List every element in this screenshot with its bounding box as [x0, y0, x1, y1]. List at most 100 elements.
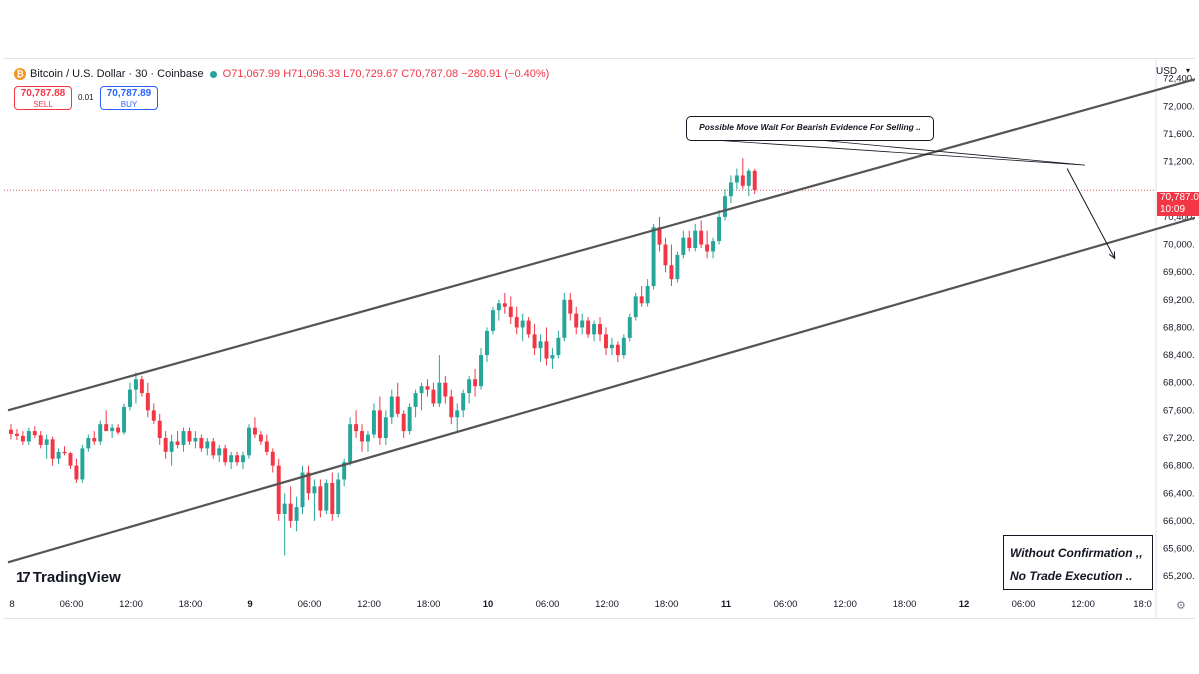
candle-body: [26, 431, 31, 442]
candle-body: [44, 439, 49, 445]
candle-body: [252, 427, 257, 435]
candle-body: [241, 455, 245, 463]
spread-value: 0.01: [78, 93, 94, 102]
candle-body: [50, 439, 55, 459]
sell-price: 70,787.88: [20, 88, 66, 99]
candle-body: [532, 334, 537, 349]
candle-body: [437, 382, 442, 404]
candle-body: [651, 227, 656, 286]
candle-body: [711, 241, 716, 252]
candle-body: [133, 379, 138, 390]
candle-body: [598, 324, 602, 335]
candle-body: [217, 448, 222, 456]
symbol-legend: ₿ Bitcoin / U.S. Dollar · 30 · Coinbase …: [14, 68, 549, 80]
candle-body: [151, 410, 156, 421]
x-tick-label: 06:00: [536, 599, 560, 610]
candle-body: [681, 237, 686, 255]
candle-body: [556, 337, 561, 356]
candle-body: [699, 230, 704, 245]
candle-body: [562, 299, 567, 338]
candle-body: [336, 479, 341, 514]
candle-body: [175, 441, 180, 445]
candle-body: [461, 393, 466, 411]
candle-body: [383, 417, 388, 438]
sell-button[interactable]: 70,787.88 SELL: [14, 86, 72, 110]
projection-arrow-head: [1108, 251, 1116, 260]
x-tick-label: 12:00: [595, 599, 619, 610]
market-status-dot: [209, 70, 217, 78]
candle-body: [449, 396, 454, 418]
candle-body: [74, 465, 79, 480]
candle-body: [592, 324, 597, 335]
ohlc-values: O71,067.99 H71,096.33 L70,729.67 C70,787…: [223, 68, 550, 80]
candle-body: [247, 427, 251, 456]
candle-body: [348, 424, 353, 463]
candle-body: [110, 427, 115, 432]
x-tick-label: 06:00: [774, 599, 798, 610]
tradingview-logo-icon: 17: [16, 569, 31, 586]
candle-body: [490, 310, 495, 331]
candle-body: [705, 244, 710, 252]
gear-icon[interactable]: ⚙: [1176, 600, 1186, 612]
candle-body: [80, 448, 85, 480]
candle-body: [211, 441, 216, 456]
y-tick-label: 71,200.00: [1163, 157, 1195, 168]
close-value: C70,787.08: [401, 68, 459, 80]
candle-body: [235, 455, 240, 463]
x-tick-label: 18:00: [655, 599, 679, 610]
candle-body: [639, 296, 644, 304]
bitcoin-icon: ₿: [14, 68, 26, 80]
candle-body: [580, 320, 585, 328]
x-tick-label: 12:00: [1071, 599, 1095, 610]
candle-body: [419, 386, 424, 394]
y-tick-label: 67,200.00: [1163, 433, 1195, 444]
candle-body: [657, 227, 662, 245]
candle-body: [377, 410, 382, 438]
symbol-title[interactable]: Bitcoin / U.S. Dollar · 30 · Coinbase: [30, 68, 204, 80]
chevron-down-icon[interactable]: ▾: [1186, 66, 1191, 75]
candle-body: [68, 453, 73, 466]
top-toolbar: [0, 0, 1199, 56]
x-tick-label: 06:00: [298, 599, 322, 610]
candle-body: [193, 438, 198, 442]
candlestick-chart[interactable]: 65,200.00 65,600.00 66,000.00 66,400.00 66,8…: [4, 58, 1195, 618]
x-tick-label: 12: [959, 599, 970, 610]
callout-annotation[interactable]: Possible Move Wait For Bearish Evidence …: [686, 116, 934, 141]
candle-body: [502, 303, 507, 307]
y-tick-label: 68,000.00: [1163, 378, 1195, 389]
candle-body: [223, 448, 228, 463]
candle-body: [324, 482, 329, 511]
buy-button[interactable]: 70,787.89 BUY: [100, 86, 158, 110]
candle-body: [669, 265, 674, 280]
candle-body: [413, 393, 418, 407]
tradingview-logo[interactable]: 17 TradingView: [16, 569, 121, 586]
candle-body: [401, 413, 406, 432]
candle-body: [586, 320, 591, 335]
candle-body: [723, 196, 727, 217]
y-tick-label: 70,400.00: [1163, 212, 1195, 223]
candle-body: [56, 451, 61, 459]
note-annotation[interactable]: Without Confirmation ,, No Trade Executi…: [1003, 535, 1153, 590]
candle-body: [675, 254, 680, 280]
candle-body: [354, 424, 359, 432]
x-tick-label: 12:00: [119, 599, 143, 610]
candle-body: [9, 429, 13, 434]
candle-body: [728, 182, 733, 197]
y-tick-label: 72,400.00: [1163, 74, 1195, 85]
candle-body: [360, 431, 364, 442]
y-tick-label: 66,400.00: [1163, 488, 1195, 499]
candle-body: [205, 441, 210, 449]
candle-body: [615, 344, 620, 356]
toolbar-divider: [4, 58, 1195, 59]
candle-body: [425, 386, 430, 390]
y-tick-label: 67,600.00: [1163, 405, 1195, 416]
x-tick-label: 9: [247, 599, 252, 610]
candle-body: [300, 472, 305, 508]
candle-body: [752, 170, 757, 191]
y-tick-label: 66,800.00: [1163, 461, 1195, 472]
candle-body: [520, 320, 525, 328]
currency-selector[interactable]: USD: [1156, 66, 1178, 77]
candle-body: [318, 486, 323, 511]
y-tick-label: 70,000.00: [1163, 240, 1195, 251]
candle-body: [181, 431, 186, 445]
